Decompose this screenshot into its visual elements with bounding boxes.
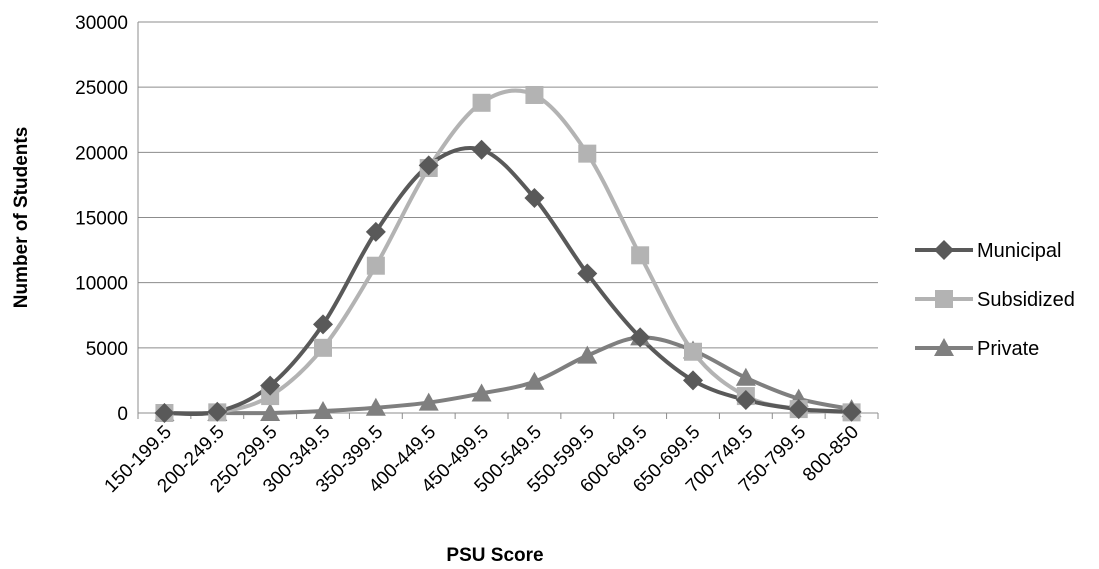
legend-marker [934,338,954,356]
data-point-private [735,367,756,386]
data-point-subsidized [472,93,491,112]
legend-item-private: Private [915,338,1039,360]
data-point-subsidized [314,338,332,357]
legend-item-municipal: Municipal [915,240,1061,262]
series-lines [164,88,852,417]
data-point-subsidized [684,342,702,361]
data-point-municipal [207,401,228,422]
series-markers [154,85,862,423]
data-point-municipal [630,327,651,348]
data-point-municipal [788,399,809,420]
data-point-private [577,345,598,364]
series-line-municipal [164,145,852,417]
y-tick-label: 15000 [75,209,128,230]
data-point-private [418,392,439,411]
legend-label: Subsidized [977,289,1075,311]
y-tick-label: 30000 [75,13,128,34]
data-point-municipal [471,139,492,160]
axes [137,22,879,419]
legend-label: Private [977,338,1039,360]
data-point-subsidized [578,144,597,163]
data-point-municipal [683,370,703,391]
data-point-private [524,371,545,390]
y-tick-label: 0 [117,404,128,425]
data-point-municipal [524,187,545,208]
data-point-municipal [365,221,386,242]
data-point-subsidized [261,387,280,406]
legend-label: Municipal [977,240,1061,262]
data-point-municipal [313,314,333,335]
data-point-municipal [577,263,598,284]
series-line-subsidized [164,88,852,416]
data-point-private [260,403,281,421]
y-tick-label: 25000 [75,78,128,99]
data-point-private [365,397,386,416]
data-point-private [313,401,333,420]
legend-marker [935,290,953,308]
y-tick-label: 5000 [86,339,128,360]
data-point-municipal [418,155,439,176]
data-point-subsidized [366,256,385,275]
data-point-municipal [260,375,281,396]
data-point-municipal [735,389,756,410]
legend-item-subsidized: Subsidized [915,289,1075,311]
data-point-municipal [841,401,862,422]
legend-marker [934,240,954,260]
y-tick-label: 20000 [75,143,128,164]
data-point-private [471,383,492,402]
data-point-municipal [154,403,175,423]
data-point-subsidized [631,246,650,265]
tick-labels: 050001000015000200002500030000150-199.52… [75,13,863,497]
y-tick-label: 10000 [75,274,128,295]
x-axis-title: PSU Score [446,545,543,566]
x-tick-label: 800-850 [799,422,863,486]
legend: Municipal Subsidized Private [915,240,1075,360]
data-point-subsidized [525,85,544,104]
gridlines [138,21,878,349]
y-axis-title: Number of Students [11,127,32,309]
